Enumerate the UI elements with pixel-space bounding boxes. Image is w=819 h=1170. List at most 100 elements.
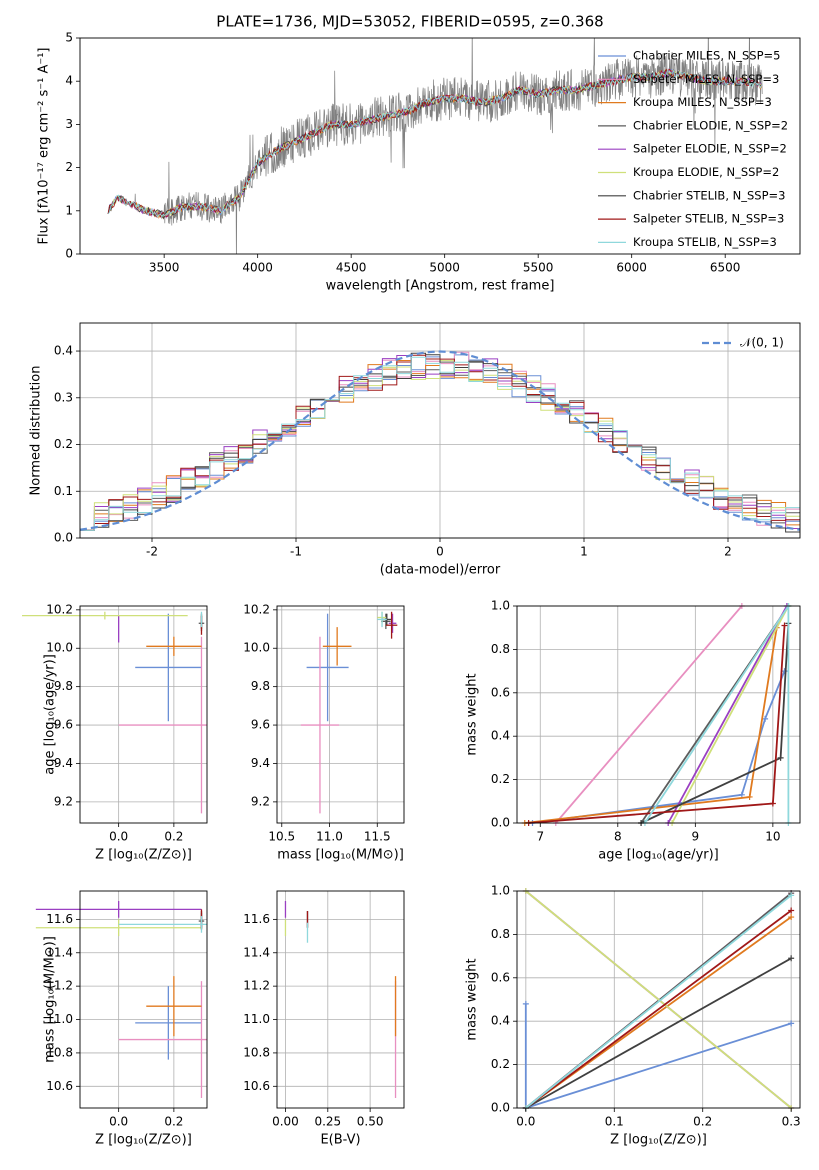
plot-area — [284, 901, 397, 1098]
x-tick-label: 0.25 — [314, 1115, 341, 1129]
x-axis-label: E(B-V) — [320, 1133, 360, 1148]
model-spectrum — [107, 69, 763, 218]
y-tick-label: 0.0 — [491, 816, 510, 830]
plot-area — [522, 888, 795, 1111]
x-tick-label: -2 — [146, 545, 158, 559]
legend-label: Kroupa MILES, N_SSP=3 — [633, 95, 772, 109]
x-tick-label: 11.5 — [364, 830, 391, 844]
y-tick-label: 0.0 — [54, 531, 73, 545]
weight-line — [528, 625, 786, 824]
axes-frame — [516, 890, 801, 1109]
legend-label: Kroupa ELODIE, N_SSP=2 — [633, 165, 779, 179]
x-tick-label: 0.0 — [516, 1115, 535, 1129]
x-tick-label: 0.3 — [782, 1115, 801, 1129]
x-tick-label: 0 — [436, 545, 444, 559]
y-tick-label: 0 — [65, 247, 73, 261]
weight-line — [532, 670, 786, 824]
legend-label: Salpeter STELIB, N_SSP=3 — [633, 212, 784, 226]
weight-marker — [788, 907, 795, 914]
y-tick-label: 4 — [65, 74, 73, 88]
panel-mass-weight-vs-Z: 0.0 0.1 0.2 0.3 0.0 0.2 0.4 0.6 0.8 1.0 Z [log₁₀(Z… — [465, 884, 801, 1148]
x-tick-label: 2 — [724, 545, 732, 559]
y-tick-label: 9.6 — [54, 718, 73, 732]
plot-area — [521, 603, 792, 826]
y-tick-label: 10.0 — [46, 641, 73, 655]
legend-label: Chabrier ELODIE, N_SSP=2 — [633, 118, 788, 132]
axes-frame — [276, 605, 405, 824]
x-tick-label: 6000 — [616, 261, 647, 275]
x-tick-label: 0.0 — [109, 1115, 128, 1129]
legend-label: Salpeter MILES, N_SSP=3 — [633, 72, 779, 86]
y-tick-label: 0.1 — [54, 484, 73, 498]
weight-line — [525, 890, 792, 1109]
x-tick-label: 5500 — [523, 261, 554, 275]
y-tick-label: 0.6 — [491, 685, 510, 699]
x-tick-label: 10 — [765, 830, 780, 844]
axes-frame — [79, 322, 801, 539]
y-tick-label: 11.6 — [243, 912, 270, 926]
y-axis-label: mass [log₁₀(M/M⊙)] — [43, 936, 58, 1063]
panel-mass-vs-Z: 0.0 0.2 10.6 10.8 11.0 11.2 11.4 11.6 Z [log₁₀(Z… — [35, 890, 208, 1148]
weight-marker — [777, 754, 784, 761]
y-tick-label: 0.2 — [54, 437, 73, 451]
y-tick-label: 0.3 — [54, 390, 73, 404]
x-tick-label: 0.00 — [272, 1115, 299, 1129]
x-axis-label: wavelength [Angstrom, rest frame] — [326, 279, 555, 294]
axes-frame — [516, 605, 801, 824]
x-tick-label: 0.0 — [109, 830, 128, 844]
weight-line — [671, 605, 790, 824]
y-tick-label: 10.0 — [243, 641, 270, 655]
y-tick-label: 0.4 — [54, 344, 73, 358]
y-tick-label: 11.0 — [243, 1012, 270, 1026]
panel-spectrum: 3500 4000 4500 5000 5500 6000 6500 0 1 2 3 4 5 wavele… — [37, 13, 801, 294]
model-spectrum — [107, 68, 762, 220]
x-tick-label: -1 — [290, 545, 302, 559]
x-tick-label: 5000 — [429, 261, 460, 275]
axes-frame — [79, 605, 208, 824]
panel-residuals: -2 -1 0 1 2 0.0 0.1 0.2 0.3 0.4 (data-model)/error… — [29, 322, 801, 578]
weight-line — [524, 627, 778, 824]
weight-line — [524, 1003, 792, 1110]
x-axis-label: (data-model)/error — [380, 563, 501, 578]
y-axis-label: age [log₁₀(age/yr)] — [43, 654, 58, 775]
panel-mass-vs-ebv: 0.00 0.25 0.50 10.6 10.8 11.0 11.2 11.4 11.6 E(B-… — [243, 890, 405, 1148]
y-tick-label: 11.6 — [46, 912, 73, 926]
y-tick-label: 0.4 — [491, 1014, 510, 1028]
legend-label: 𝒩(0, 1) — [740, 336, 784, 350]
x-tick-label: 0.2 — [164, 1115, 183, 1129]
weight-marker — [788, 1020, 795, 1027]
y-tick-label: 11.0 — [46, 1012, 73, 1026]
y-axis-label: Normed distribution — [29, 366, 44, 496]
x-tick-label: 1 — [580, 545, 588, 559]
y-tick-label: 11.4 — [243, 945, 270, 959]
y-tick-label: 10.6 — [243, 1079, 270, 1093]
weight-marker — [762, 715, 769, 722]
x-axis-label: Z [log₁₀(Z/Z⊙)] — [95, 848, 192, 863]
y-tick-label: 0.8 — [491, 642, 510, 656]
plot-area — [35, 901, 207, 1098]
x-tick-label: 0.50 — [357, 1115, 384, 1129]
chart-title: PLATE=1736, MJD=53052, FIBERID=0595, z=0… — [216, 13, 603, 31]
y-tick-label: 5 — [65, 31, 73, 45]
x-tick-label: 0.1 — [605, 1115, 624, 1129]
y-tick-label: 1.0 — [491, 599, 510, 613]
x-axis-label: Z [log₁₀(Z/Z⊙)] — [95, 1133, 192, 1148]
y-tick-label: 0.0 — [491, 1101, 510, 1115]
weight-marker — [746, 793, 753, 800]
x-tick-label: 0.2 — [164, 830, 183, 844]
y-tick-label: 11.2 — [243, 979, 270, 993]
y-axis-label: Flux [fλ10⁻¹⁷ erg cm⁻² s⁻¹ A⁻¹] — [37, 48, 52, 245]
legend-label: Kroupa STELIB, N_SSP=3 — [633, 235, 777, 249]
y-tick-label: 0.6 — [491, 970, 510, 984]
axes-frame — [79, 37, 801, 255]
gaussian-curve — [80, 350, 800, 531]
y-tick-label: 10.2 — [243, 602, 270, 616]
y-tick-label: 0.2 — [491, 1057, 510, 1071]
x-axis-label: Z [log₁₀(Z/Z⊙)] — [610, 1133, 707, 1148]
plot-area — [300, 611, 398, 814]
panel-mass-weight-vs-age: 7 8 9 10 0.0 0.2 0.4 0.6 0.8 1.0 age [log₁₀(age/yr… — [465, 599, 801, 863]
weight-marker — [788, 955, 795, 962]
y-tick-label: 10.6 — [46, 1079, 73, 1093]
weight-marker — [781, 622, 788, 629]
y-tick-label: 1.0 — [491, 884, 510, 898]
